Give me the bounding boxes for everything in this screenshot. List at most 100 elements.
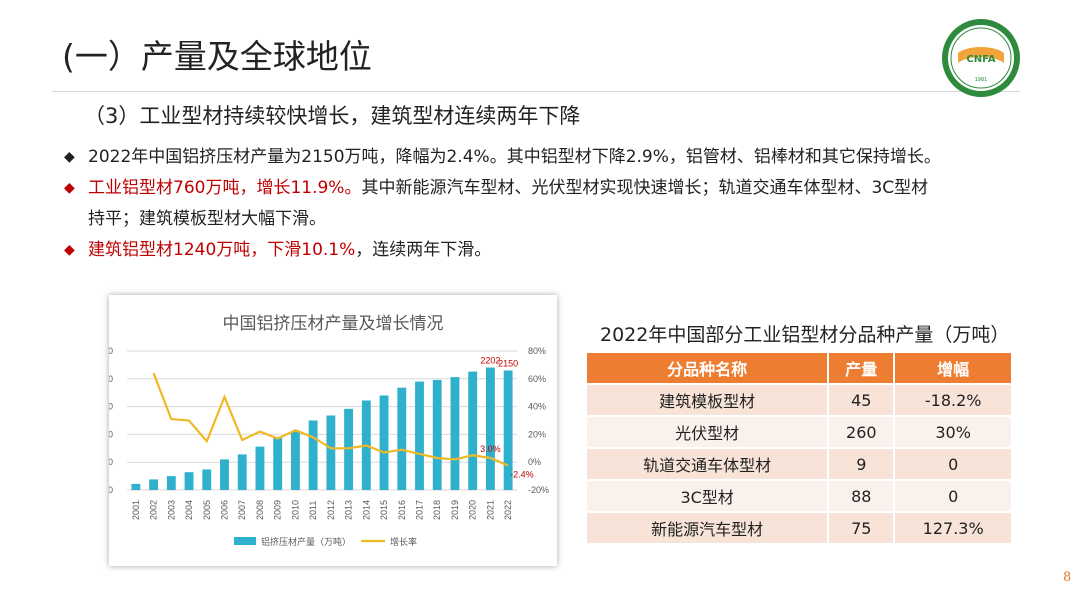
y-left-tick-label: 1000: [109, 429, 113, 439]
x-tick-label: 2003: [166, 500, 176, 520]
bar: [220, 459, 229, 490]
data-label: 3.0%: [480, 444, 501, 454]
table-header-row: 分品种名称 产量 增幅: [587, 353, 1011, 383]
bullet-highlight-text: 建筑铝型材1240万吨，下滑10.1%: [88, 240, 356, 260]
x-tick-label: 2021: [485, 500, 495, 520]
diamond-bullet-icon: ◆: [64, 149, 75, 165]
table-cell: 0: [895, 449, 1011, 479]
x-tick-label: 2022: [503, 500, 513, 520]
bar: [166, 476, 176, 490]
table-row: 光伏型材 260 30%: [587, 417, 1011, 447]
y-left-tick-label: 500: [109, 457, 113, 467]
bar: [432, 379, 442, 490]
table-row: 建筑模板型材 45 -18.2%: [587, 385, 1011, 415]
y-right-tick-label: 40%: [528, 402, 546, 412]
x-tick-label: 2016: [397, 500, 407, 520]
slide-title: (一）产量及全球地位: [62, 37, 372, 76]
bar: [273, 437, 283, 490]
table-cell: -18.2%: [895, 385, 1011, 415]
x-tick-label: 2008: [255, 500, 265, 520]
growth-rate-line: [152, 372, 509, 467]
bullet-item: 持平；建筑模板型材大幅下滑。: [64, 204, 1064, 235]
bullet-list: ◆ 2022年中国铝挤压材产量为2150万吨，降幅为2.4%。其中铝型材下降2.9…: [64, 142, 1064, 266]
bullet-text: 2022年中国铝挤压材产量为2150万吨，降幅为2.4%。其中铝型材下降2.9%…: [88, 147, 941, 167]
legend-bar-swatch: [234, 537, 256, 545]
chart-svg: 中国铝挤压材产量及增长情况 0 500 1000 1500 2000 2500 -20% 0% 2…: [109, 314, 549, 548]
bar: [344, 408, 354, 490]
table-cell: 轨道交通车体型材: [587, 449, 830, 479]
title-divider: [52, 91, 1020, 92]
y-left-tick-label: 1500: [109, 402, 113, 412]
table-header-cell: 增幅: [895, 353, 1011, 383]
bar: [415, 381, 424, 490]
logo-year: 1981: [975, 77, 988, 83]
product-table: 分品种名称 产量 增幅 建筑模板型材 45 -18.2% 光伏型材 260 30% 轨道交通车体…: [587, 351, 1011, 545]
bar: [379, 395, 389, 490]
x-tick-label: 2007: [237, 500, 247, 520]
bar: [397, 387, 407, 490]
x-tick-label: 2001: [131, 500, 141, 520]
table-cell: 260: [829, 417, 896, 447]
section-subtitle: （3）工业型材持续较快增长，建筑型材连续两年下降: [84, 104, 581, 128]
bullet-item: ◆ 2022年中国铝挤压材产量为2150万吨，降幅为2.4%。其中铝型材下降2.9…: [64, 142, 1064, 173]
bar: [131, 483, 141, 490]
x-tick-label: 2018: [432, 500, 442, 520]
x-tick-label: 2002: [149, 500, 159, 520]
data-label: 2202: [480, 356, 500, 366]
table-cell: 新能源汽车型材: [587, 513, 830, 543]
table-cell: 75: [829, 513, 896, 543]
bullet-text: 持平；建筑模板型材大幅下滑。: [88, 209, 326, 229]
x-tick-label: 2012: [326, 500, 336, 520]
y-right-tick-label: 80%: [528, 346, 546, 356]
table-row: 3C型材 88 0: [587, 481, 1011, 511]
x-tick-label: 2017: [415, 500, 425, 520]
logo-text: CNFA: [966, 54, 995, 65]
table-cell: 127.3%: [895, 513, 1011, 543]
table-title: 2022年中国部分工业铝型材分品种产量（万吨）: [600, 324, 1010, 346]
bullet-text: 其中新能源汽车型材、光伏型材实现快速增长；轨道交通车体型材、3C型材: [361, 178, 929, 198]
table-row: 新能源汽车型材 75 127.3%: [587, 513, 1011, 543]
bar: [255, 446, 265, 490]
x-tick-label: 2015: [379, 500, 389, 520]
page-number: 8: [1063, 570, 1072, 585]
y-left-tick-label: 2000: [109, 374, 113, 384]
table-header-cell: 产量: [829, 353, 896, 383]
x-tick-label: 2013: [344, 500, 354, 520]
table-cell: 光伏型材: [587, 417, 830, 447]
x-tick-label: 2006: [220, 500, 230, 520]
x-tick-label: 2011: [308, 501, 318, 520]
bullet-text: ，连续两年下滑。: [355, 240, 492, 260]
production-chart: 中国铝挤压材产量及增长情况 0 500 1000 1500 2000 2500 -20% 0% 2…: [109, 295, 557, 566]
data-label: -2.4%: [510, 470, 534, 480]
bullet-item: ◆ 建筑铝型材1240万吨，下滑10.1%，连续两年下滑。: [64, 235, 1064, 266]
diamond-bullet-icon: ◆: [64, 242, 75, 258]
bar: [202, 469, 212, 490]
table-cell: 30%: [895, 417, 1011, 447]
table-cell: 3C型材: [587, 481, 830, 511]
bar: [326, 415, 336, 490]
bullet-highlight-text: 工业铝型材760万吨，增长11.9%。: [88, 178, 362, 198]
table-cell: 88: [829, 481, 896, 511]
table-cell: 建筑模板型材: [587, 385, 830, 415]
legend-bar-label: 铝挤压材产量（万吨）: [261, 536, 351, 548]
bar: [149, 479, 159, 490]
table-cell: 45: [829, 385, 896, 415]
y-left-tick-label: 2500: [109, 346, 113, 356]
bar: [485, 367, 495, 490]
table-row: 轨道交通车体型材 9 0: [587, 449, 1011, 479]
diamond-bullet-icon: ◆: [64, 180, 75, 196]
x-tick-label: 2009: [273, 500, 283, 520]
legend-line-label: 增长率: [390, 536, 417, 548]
bar: [237, 454, 247, 490]
y-left-tick-label: 0: [109, 485, 113, 495]
x-tick-label: 2005: [202, 500, 212, 520]
bar: [450, 377, 460, 490]
bullet-item: ◆ 工业铝型材760万吨，增长11.9%。其中新能源汽车型材、光伏型材实现快速增长…: [64, 173, 1064, 204]
bar: [184, 472, 194, 490]
y-right-tick-label: -20%: [528, 485, 549, 495]
bar: [308, 420, 318, 490]
y-right-tick-label: 0%: [528, 457, 541, 467]
x-tick-label: 2014: [361, 500, 371, 520]
table-cell: 0: [895, 481, 1011, 511]
x-tick-label: 2010: [290, 500, 300, 520]
